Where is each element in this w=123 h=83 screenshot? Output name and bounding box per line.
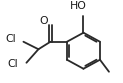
Text: Cl: Cl [5, 34, 15, 44]
Text: HO: HO [70, 1, 87, 11]
Text: Cl: Cl [7, 59, 18, 69]
Text: O: O [40, 16, 48, 26]
